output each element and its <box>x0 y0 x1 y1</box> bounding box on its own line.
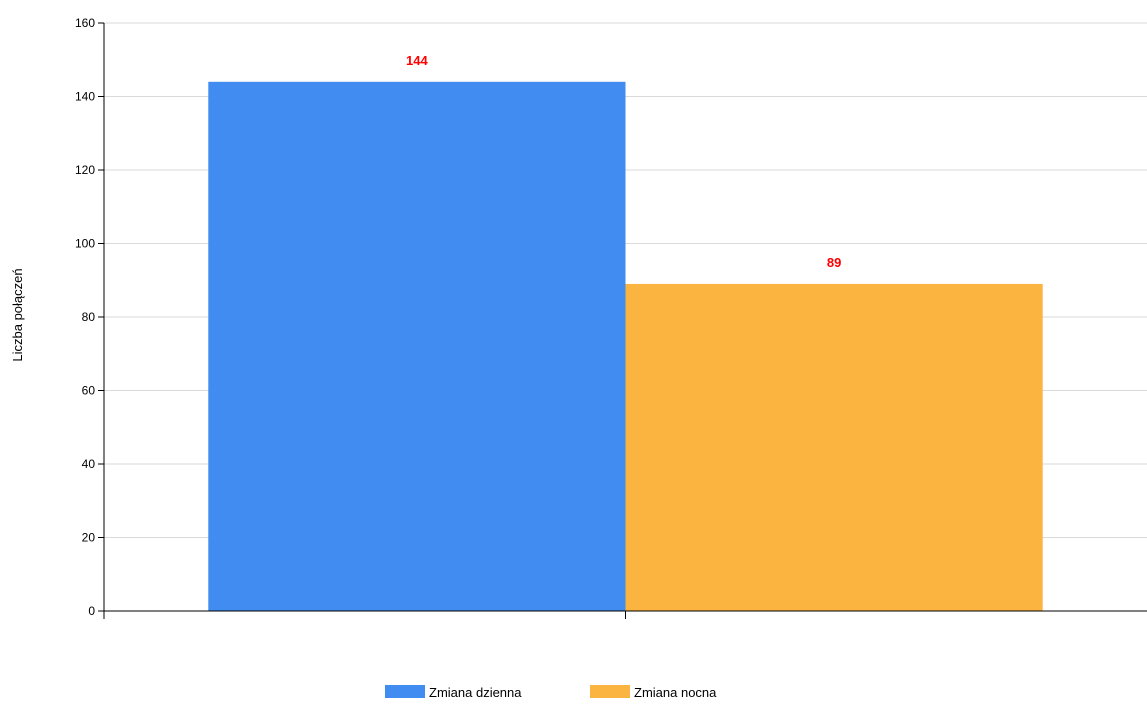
y-tick-label: 0 <box>88 604 95 618</box>
bars <box>208 81 1043 612</box>
data-labels: 144 89 <box>406 53 841 270</box>
y-tick-label: 160 <box>75 16 95 30</box>
bar <box>625 283 1043 611</box>
legend-label: Zmiana nocna <box>634 685 717 700</box>
legend: Zmiana dzienna Zmiana nocna <box>385 685 717 700</box>
y-tick-label: 100 <box>75 237 95 251</box>
y-tick-label: 40 <box>82 457 96 471</box>
y-tick-label: 20 <box>82 531 96 545</box>
y-tick-label: 140 <box>75 90 95 104</box>
y-tick-label: 80 <box>82 310 96 324</box>
legend-swatch <box>385 685 425 698</box>
data-label: 144 <box>406 53 428 68</box>
legend-label: Zmiana dzienna <box>429 685 522 700</box>
legend-swatch <box>590 685 630 698</box>
data-label: 89 <box>827 255 841 270</box>
bar <box>208 81 626 612</box>
y-tick-label: 120 <box>75 163 95 177</box>
y-tick-label: 60 <box>82 384 96 398</box>
y-axis-ticks: 0 20 40 60 80 100 120 140 160 <box>75 16 104 618</box>
y-axis-title: Liczba połączeń <box>10 268 25 361</box>
